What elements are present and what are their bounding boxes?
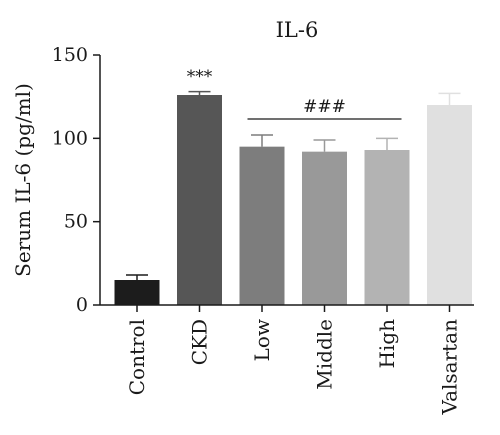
y-axis: 0 50 100 150 xyxy=(52,44,101,316)
chart-title: IL-6 xyxy=(276,18,319,42)
bar-middle xyxy=(302,151,347,305)
bar-ckd xyxy=(177,95,222,305)
x-tick-label-low: Low xyxy=(250,319,274,361)
x-axis: Control CKD Low Middle High Valsartan xyxy=(100,304,474,416)
bar-high xyxy=(364,150,410,305)
annotations: *** ### xyxy=(187,67,402,120)
bar-valsartan xyxy=(427,105,472,305)
x-tick-label-control: Control xyxy=(125,319,149,395)
y-axis-label: Serum IL-6 (pg/ml) xyxy=(11,83,35,277)
x-tick-label-high: High xyxy=(375,319,399,369)
bar-control xyxy=(114,280,160,305)
significance-label: ### xyxy=(303,97,346,117)
y-tick-label: 150 xyxy=(52,44,88,66)
y-tick-label: 50 xyxy=(64,211,88,233)
bars xyxy=(114,90,472,305)
y-tick-label: 100 xyxy=(52,127,88,149)
bar-low xyxy=(239,146,285,305)
y-tick-label: 0 xyxy=(76,294,88,316)
x-tick-label-ckd: CKD xyxy=(188,319,212,365)
x-tick-label-valsartan: Valsartan xyxy=(438,319,462,416)
significance-label: *** xyxy=(187,67,213,87)
x-tick-label-middle: Middle xyxy=(313,319,337,390)
